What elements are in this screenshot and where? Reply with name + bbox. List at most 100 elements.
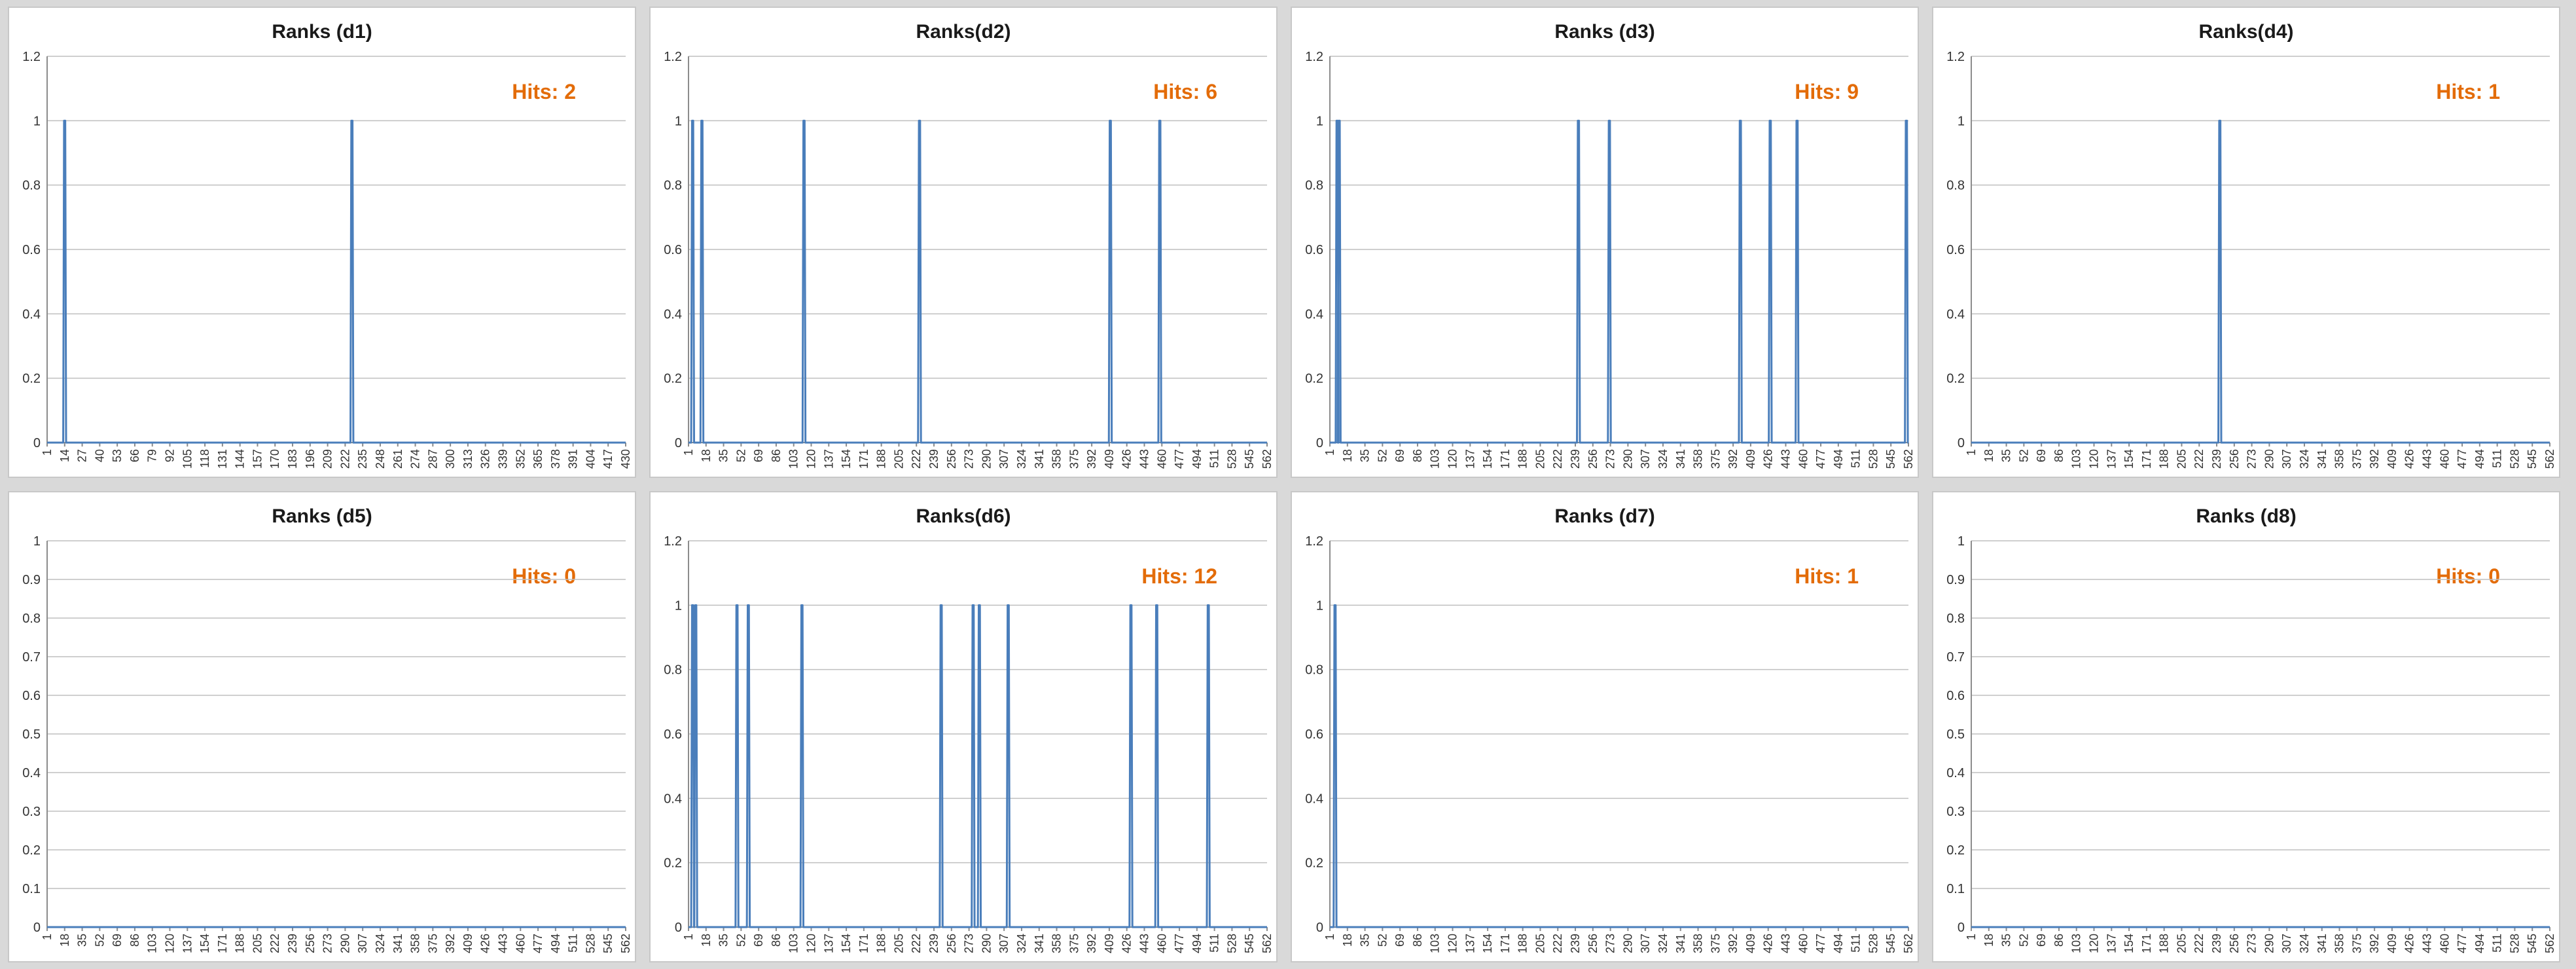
x-tick-label: 35	[717, 449, 730, 462]
hits-label: Hits: 2	[512, 80, 576, 103]
y-tick-label: 1	[33, 534, 41, 549]
x-tick-label: 120	[1446, 934, 1459, 953]
x-tick-label: 239	[1569, 934, 1582, 953]
x-tick-label: 341	[1674, 934, 1687, 953]
x-tick-label: 69	[2035, 934, 2048, 947]
y-tick-label: 0.1	[1946, 882, 1965, 896]
x-tick-label: 1	[682, 934, 695, 940]
chart-panel-d5: Ranks (d5) Hits: 0 0 0.1 0.2 0.3 0.4 0.5 0.6 0.…	[8, 491, 636, 962]
chart-panel-d2: Ranks(d2) Hits: 6 0 0.2 0.4 0.6 0.8 1 1.2 1 18 35…	[649, 7, 1278, 478]
x-tick-label: 35	[2000, 449, 2013, 462]
x-tick-label: 392	[1085, 449, 1098, 469]
x-tick-label: 86	[770, 449, 783, 462]
x-tick-label: 324	[2298, 934, 2311, 953]
hits-label: Hits: 6	[1153, 80, 1217, 103]
y-tick-label: 0.6	[1946, 243, 1965, 257]
x-tick-label: 358	[2333, 934, 2346, 953]
chart-panel-d8: Ranks (d8) Hits: 0 0 0.1 0.2 0.3 0.4 0.5 0.6 0.…	[1932, 491, 2560, 962]
y-tick-label: 0.6	[1946, 689, 1965, 703]
x-tick-label: 205	[892, 934, 905, 953]
x-tick-label: 92	[164, 449, 177, 462]
x-tick-label: 256	[2228, 934, 2241, 953]
x-tick-label: 256	[1586, 449, 1600, 469]
x-tick-label: 35	[717, 934, 730, 947]
x-tick-label: 307	[2280, 934, 2293, 953]
x-tick-label: 103	[1429, 934, 1442, 953]
x-tick-label: 528	[1867, 934, 1880, 953]
y-tick-label: 1	[675, 114, 682, 128]
x-tick-label: 86	[128, 934, 141, 947]
x-tick-label: 392	[444, 934, 457, 953]
x-tick-label: 188	[2158, 934, 2171, 953]
x-tick-label: 52	[1376, 934, 1389, 947]
x-tick-label: 326	[479, 449, 492, 469]
x-tick-label: 69	[111, 934, 124, 947]
x-tick-label: 52	[734, 449, 747, 462]
plot-area: 0 0.2 0.4 0.6 0.8 1 1.2 1 18 35 52 69 86 103 120 137 154…	[1305, 534, 1915, 953]
y-tick-label: 0.2	[1946, 843, 1965, 858]
x-tick-label: 409	[1103, 934, 1116, 953]
x-tick-label: 426	[2403, 934, 2416, 953]
x-tick-label: 545	[1884, 934, 1897, 953]
y-tick-label: 0.8	[1946, 612, 1965, 626]
x-tick-label: 154	[198, 934, 211, 953]
x-tick-label: 188	[875, 449, 888, 469]
y-tick-label: 0	[1958, 921, 1965, 935]
x-tick-label: 341	[1674, 449, 1687, 469]
x-tick-label: 460	[1797, 449, 1810, 469]
y-tick-label: 0.2	[22, 372, 41, 386]
x-tick-label: 562	[2543, 934, 2556, 953]
y-tick-label: 0.4	[1305, 307, 1323, 321]
chart-title: Ranks(d6)	[916, 505, 1011, 527]
chart-title: Ranks(d2)	[916, 21, 1011, 43]
x-tick-label: 358	[409, 934, 422, 953]
x-tick-label: 443	[1137, 449, 1151, 469]
x-tick-label: 222	[910, 449, 923, 469]
x-tick-label: 341	[1033, 934, 1046, 953]
x-tick-label: 188	[2158, 449, 2171, 469]
x-tick-label: 511	[1208, 934, 1221, 953]
x-tick-label: 137	[1463, 449, 1476, 469]
x-tick-label: 477	[531, 934, 545, 953]
x-tick-label: 545	[601, 934, 615, 953]
x-tick-label: 375	[1067, 934, 1081, 953]
y-tick-label: 1	[675, 598, 682, 613]
hits-label: Hits: 1	[1795, 564, 1859, 588]
x-tick-label: 341	[391, 934, 404, 953]
x-tick-label: 35	[2000, 934, 2013, 947]
y-tick-label: 0.9	[1946, 573, 1965, 587]
x-tick-label: 375	[1709, 934, 1722, 953]
x-tick-label: 52	[93, 934, 106, 947]
y-tick-label: 0.4	[1305, 792, 1323, 806]
x-tick-label: 545	[1243, 934, 1256, 953]
x-tick-label: 239	[1569, 449, 1582, 469]
x-tick-label: 137	[181, 934, 194, 953]
x-tick-label: 66	[128, 449, 141, 462]
x-tick-label: 154	[840, 449, 853, 469]
y-tick-label: 0.8	[1305, 179, 1323, 193]
x-tick-label: 562	[1261, 449, 1274, 469]
y-tick-label: 0.6	[1305, 243, 1323, 257]
x-tick-label: 404	[584, 449, 597, 469]
x-tick-label: 18	[1341, 449, 1354, 462]
x-tick-label: 118	[198, 449, 211, 468]
x-tick-label: 339	[496, 449, 509, 469]
x-tick-label: 460	[514, 934, 527, 953]
x-tick-label: 137	[822, 449, 835, 469]
x-tick-label: 1	[682, 449, 695, 456]
x-tick-label: 120	[164, 934, 177, 953]
x-tick-label: 409	[1744, 449, 1757, 469]
chart-title: Ranks (d7)	[1554, 505, 1655, 527]
x-tick-label: 307	[997, 449, 1011, 469]
x-tick-label: 205	[1533, 934, 1547, 953]
x-tick-label: 154	[1481, 449, 1494, 469]
y-tick-label: 0.4	[664, 792, 682, 806]
x-tick-label: 562	[619, 934, 632, 953]
x-tick-label: 120	[805, 449, 818, 469]
x-tick-label: 239	[2210, 934, 2223, 953]
x-tick-label: 86	[1411, 934, 1424, 947]
y-tick-label: 0	[1316, 921, 1323, 935]
y-tick-label: 0.8	[1946, 179, 1965, 193]
y-tick-label: 0.2	[664, 372, 682, 386]
x-tick-label: 545	[1884, 449, 1897, 469]
